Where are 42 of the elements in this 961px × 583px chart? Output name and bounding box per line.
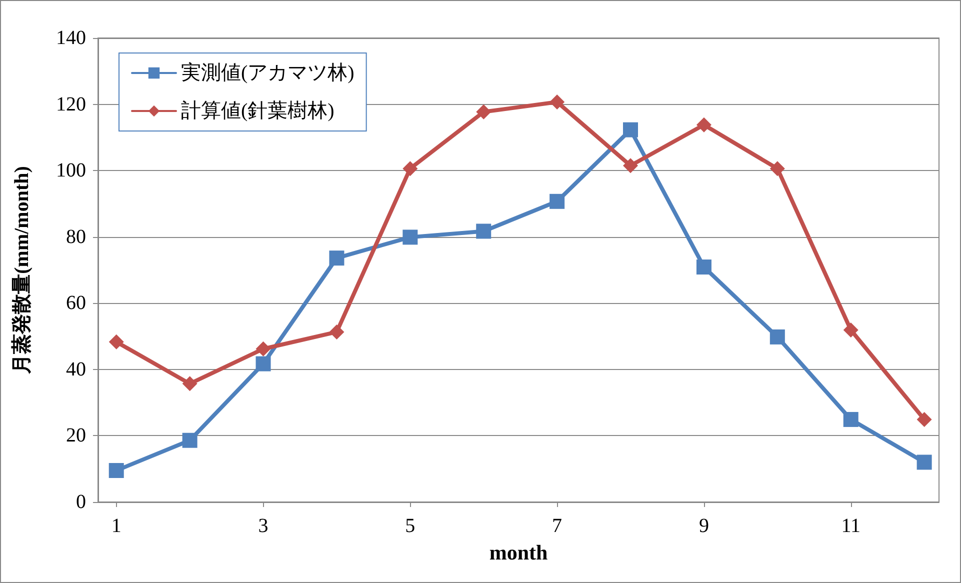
x-tick-label: 5 bbox=[405, 515, 416, 537]
point bbox=[916, 454, 932, 470]
x-tick-label: 1 bbox=[111, 515, 122, 537]
y-tick-label: 60 bbox=[66, 292, 86, 314]
point bbox=[696, 260, 712, 275]
y-tick-label: 80 bbox=[66, 226, 86, 248]
point bbox=[843, 412, 858, 427]
y-tick-label: 100 bbox=[56, 160, 86, 182]
point bbox=[402, 161, 418, 176]
point bbox=[770, 329, 785, 344]
point bbox=[770, 161, 785, 176]
x-tick-label: 3 bbox=[258, 515, 268, 537]
point bbox=[623, 122, 638, 138]
point bbox=[108, 463, 124, 478]
point bbox=[329, 324, 344, 340]
point bbox=[402, 230, 418, 245]
point bbox=[843, 322, 858, 338]
point bbox=[108, 334, 124, 350]
point bbox=[329, 250, 344, 266]
point bbox=[182, 432, 198, 448]
point bbox=[696, 117, 712, 132]
y-axis-title: 月蒸発散量(mm/month) bbox=[11, 166, 33, 375]
x-tick-label: 9 bbox=[698, 515, 709, 537]
x-axis-title: month bbox=[489, 540, 548, 564]
point bbox=[256, 356, 271, 372]
point bbox=[182, 376, 198, 392]
point bbox=[916, 412, 932, 427]
y-tick-label: 120 bbox=[56, 93, 86, 116]
legend-label: 計算値(針葉樹林) bbox=[181, 100, 334, 122]
point bbox=[623, 158, 638, 174]
x-tick-label: 7 bbox=[552, 515, 562, 537]
y-tick-label: 140 bbox=[56, 27, 86, 49]
point bbox=[550, 94, 565, 110]
y-tick-label: 20 bbox=[66, 424, 86, 447]
point bbox=[476, 224, 492, 239]
point bbox=[256, 341, 271, 356]
y-tick-label: 40 bbox=[66, 358, 86, 380]
point bbox=[550, 194, 565, 209]
x-tick-label: 11 bbox=[841, 515, 860, 537]
point bbox=[476, 104, 492, 120]
y-tick-label: 0 bbox=[76, 491, 86, 513]
legend-label: 実測値(アカマツ林) bbox=[181, 61, 354, 84]
